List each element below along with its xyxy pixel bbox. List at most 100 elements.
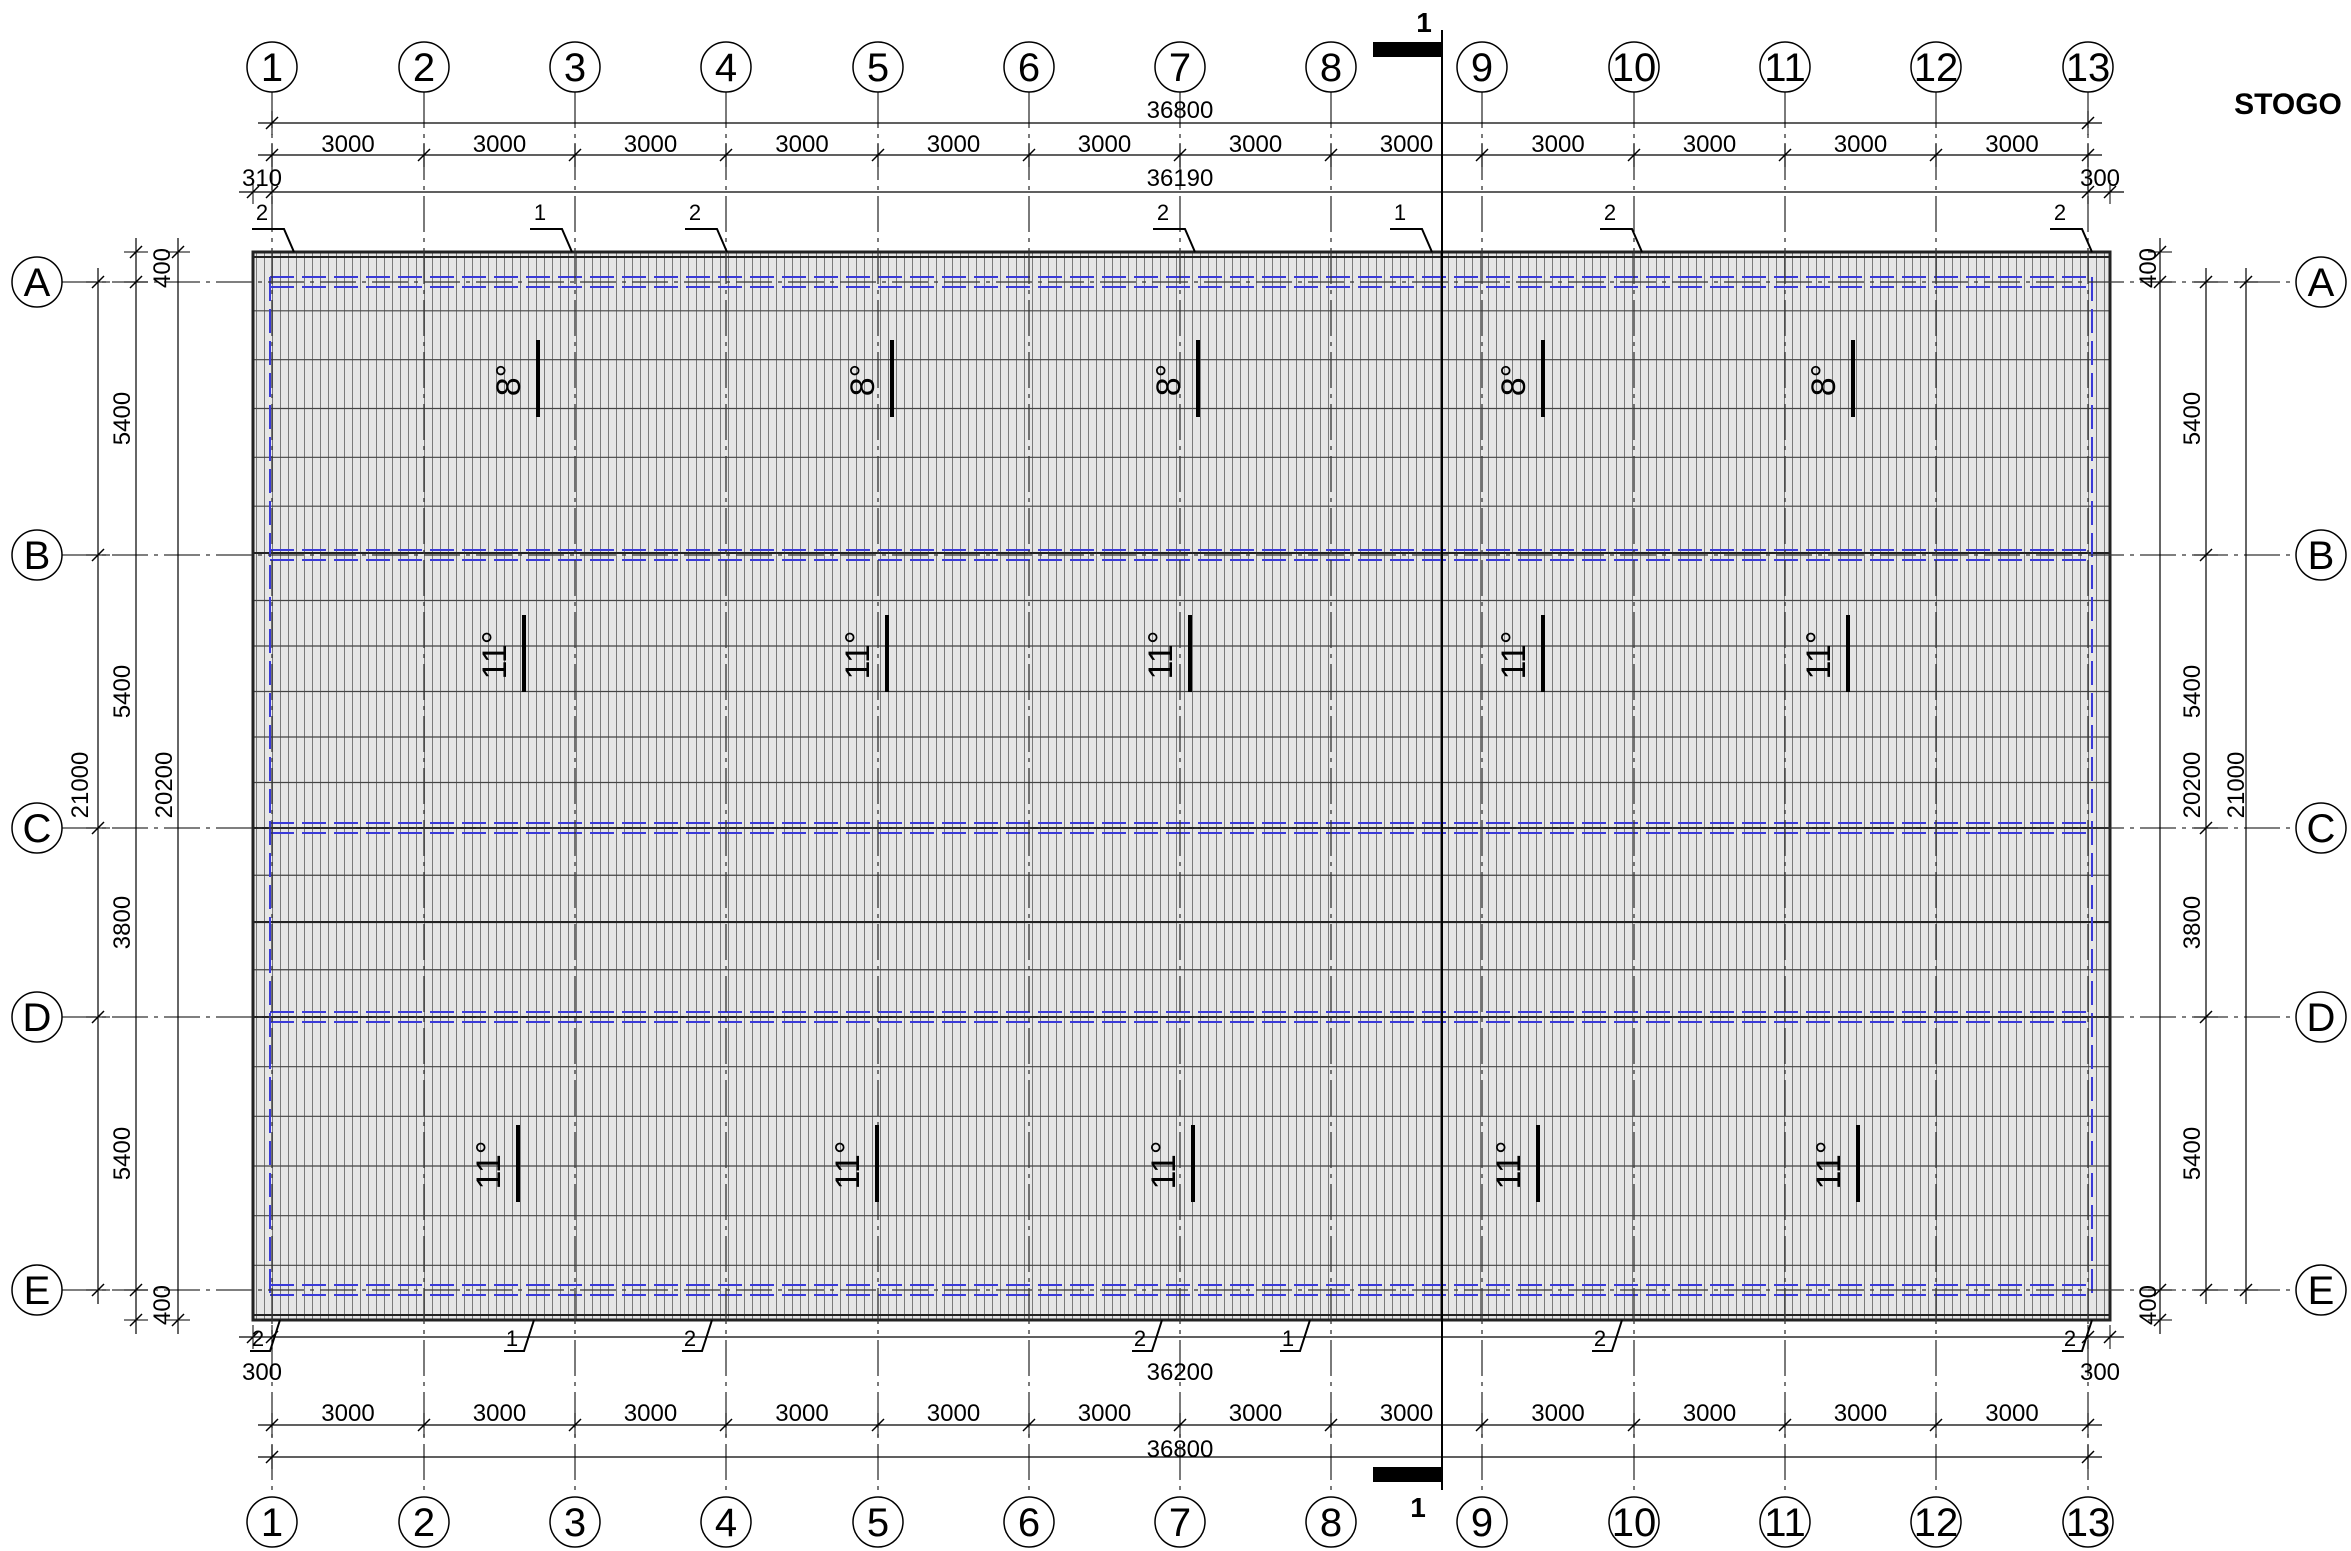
- gutter-tag-top: 1: [1390, 200, 1433, 253]
- svg-text:A: A: [2308, 261, 2335, 305]
- axis-bubble-top-7: 7: [1154, 41, 1206, 93]
- section-label-bottom: 1: [1410, 1492, 1426, 1523]
- dim-right-span: 5400: [2179, 1127, 2206, 1180]
- axis-bubble-top-5: 5: [852, 41, 904, 93]
- svg-text:11: 11: [1764, 46, 1806, 90]
- svg-text:1: 1: [261, 1501, 283, 1545]
- dim-bottom-bay: 3000: [1380, 1400, 1433, 1427]
- gutter-tag-top: 2: [252, 200, 295, 253]
- svg-text:11°: 11°: [1810, 1141, 1848, 1190]
- gutter-tags: 2 1 2 2 1 2 2 2 1 2 2 1 2 2: [250, 200, 2093, 1352]
- axis-bubble-top-4: 4: [700, 41, 752, 93]
- dim-bottom-bay: 3000: [624, 1400, 677, 1427]
- svg-text:2: 2: [1157, 200, 1169, 225]
- svg-text:E: E: [24, 1269, 51, 1313]
- slope-marker: 8°: [490, 340, 540, 417]
- gutter-tag-top: 2: [685, 200, 728, 253]
- svg-text:12: 12: [1914, 1501, 1959, 1545]
- slope-marker: 8°: [1150, 340, 1200, 417]
- svg-text:12: 12: [1914, 46, 1959, 90]
- section-cut-1: 1 1: [1373, 7, 1443, 1523]
- axis-bubble-top-13: 13: [2062, 41, 2114, 93]
- svg-text:2: 2: [413, 1501, 435, 1545]
- axis-bubble-bottom-10: 10: [1608, 1496, 1660, 1548]
- slope-marker: 11°: [1800, 615, 1850, 692]
- svg-text:5: 5: [867, 46, 889, 90]
- dim-top-bay: 3000: [1683, 131, 1736, 158]
- roof-outline: [251, 250, 2112, 1322]
- svg-text:8: 8: [1320, 46, 1342, 90]
- svg-text:3: 3: [564, 46, 586, 90]
- svg-text:11°: 11°: [829, 1141, 867, 1190]
- svg-text:1: 1: [1282, 1326, 1294, 1351]
- axis-bubble-top-8: 8: [1305, 41, 1357, 93]
- axis-bubble-bottom-4: 4: [700, 1496, 752, 1548]
- svg-text:8°: 8°: [1805, 364, 1843, 397]
- svg-text:E: E: [2308, 1269, 2335, 1313]
- axis-bubble-left-D: D: [11, 991, 63, 1043]
- svg-text:11°: 11°: [839, 631, 877, 680]
- slope-marker: 8°: [1805, 340, 1855, 417]
- svg-text:2: 2: [2064, 1326, 2076, 1351]
- grid-axis-lines: [60, 92, 2300, 1490]
- axis-bubble-right-B: B: [2295, 529, 2347, 581]
- dim-left-span: 5400: [109, 1127, 136, 1180]
- axis-bubble-right-A: A: [2295, 256, 2347, 308]
- gutter-tag-bottom: 2: [682, 1319, 713, 1352]
- dim-top-bay: 3000: [1834, 131, 1887, 158]
- svg-text:9: 9: [1471, 46, 1493, 90]
- slope-marker: 11°: [1810, 1125, 1860, 1202]
- axis-bubble-left-A: A: [11, 256, 63, 308]
- axis-bubble-top-12: 12: [1910, 41, 1962, 93]
- svg-text:C: C: [23, 807, 52, 851]
- svg-text:8°: 8°: [1495, 364, 1533, 397]
- gutter-tag-top: 2: [1600, 200, 1643, 253]
- dim-bottom-overall: 36800: [1147, 1436, 1214, 1463]
- svg-text:8°: 8°: [844, 364, 882, 397]
- dim-top-bay: 3000: [927, 131, 980, 158]
- svg-text:11: 11: [1764, 1501, 1806, 1545]
- svg-text:3: 3: [564, 1501, 586, 1545]
- svg-text:B: B: [2308, 534, 2335, 578]
- svg-text:2: 2: [413, 46, 435, 90]
- axis-bubble-bottom-3: 3: [549, 1496, 601, 1548]
- svg-text:10: 10: [1612, 46, 1657, 90]
- dim-top-bay: 3000: [1380, 131, 1433, 158]
- slope-marker: 11°: [1142, 615, 1192, 692]
- dim-top-bay: 3000: [624, 131, 677, 158]
- svg-text:1: 1: [1394, 200, 1406, 225]
- dim-top-bay: 3000: [321, 131, 374, 158]
- svg-text:2: 2: [1134, 1326, 1146, 1351]
- axis-bubble-top-11: 11: [1759, 41, 1811, 93]
- dimension-texts: 36800 3000 3000 3000 3000 3000 3000 3000 3000 300…: [67, 97, 2250, 1463]
- gutter-tag-bottom: 2: [1592, 1319, 1623, 1352]
- gutter-tag-bottom: 1: [504, 1319, 535, 1352]
- dim-right-outer: 21000: [2223, 752, 2250, 819]
- dim-bottom-inner: 36200: [1147, 1359, 1214, 1386]
- dim-top-overall: 36800: [1147, 97, 1214, 124]
- svg-text:1: 1: [534, 200, 546, 225]
- section-marker-top: [1373, 42, 1442, 57]
- dim-top-bay: 3000: [1229, 131, 1282, 158]
- slope-marker: 11°: [839, 615, 889, 692]
- dim-bottom-bay: 3000: [775, 1400, 828, 1427]
- axis-bubble-bottom-8: 8: [1305, 1496, 1357, 1548]
- axis-bubble-bottom-11: 11: [1759, 1496, 1811, 1548]
- dim-right-span: 5400: [2179, 392, 2206, 445]
- gutter-tag-top: 2: [1153, 200, 1196, 253]
- axis-bubble-top-6: 6: [1003, 41, 1055, 93]
- axis-bubble-top-9: 9: [1456, 41, 1508, 93]
- axis-bubble-bottom-2: 2: [398, 1496, 450, 1548]
- svg-text:11°: 11°: [1490, 1141, 1528, 1190]
- gutter-tag-bottom: 2: [2062, 1319, 2093, 1352]
- svg-text:6: 6: [1018, 46, 1040, 90]
- gutter-tag-bottom: 2: [250, 1319, 281, 1352]
- dim-bottom-bay: 3000: [1531, 1400, 1584, 1427]
- svg-text:C: C: [2307, 807, 2336, 851]
- dimension-lines: [86, 111, 2258, 1469]
- svg-text:11°: 11°: [1495, 631, 1533, 680]
- dim-top-left-offset: 310: [242, 165, 282, 192]
- dim-bottom-bay: 3000: [1985, 1400, 2038, 1427]
- dim-left-inner: 20200: [151, 752, 178, 819]
- svg-text:1: 1: [506, 1326, 518, 1351]
